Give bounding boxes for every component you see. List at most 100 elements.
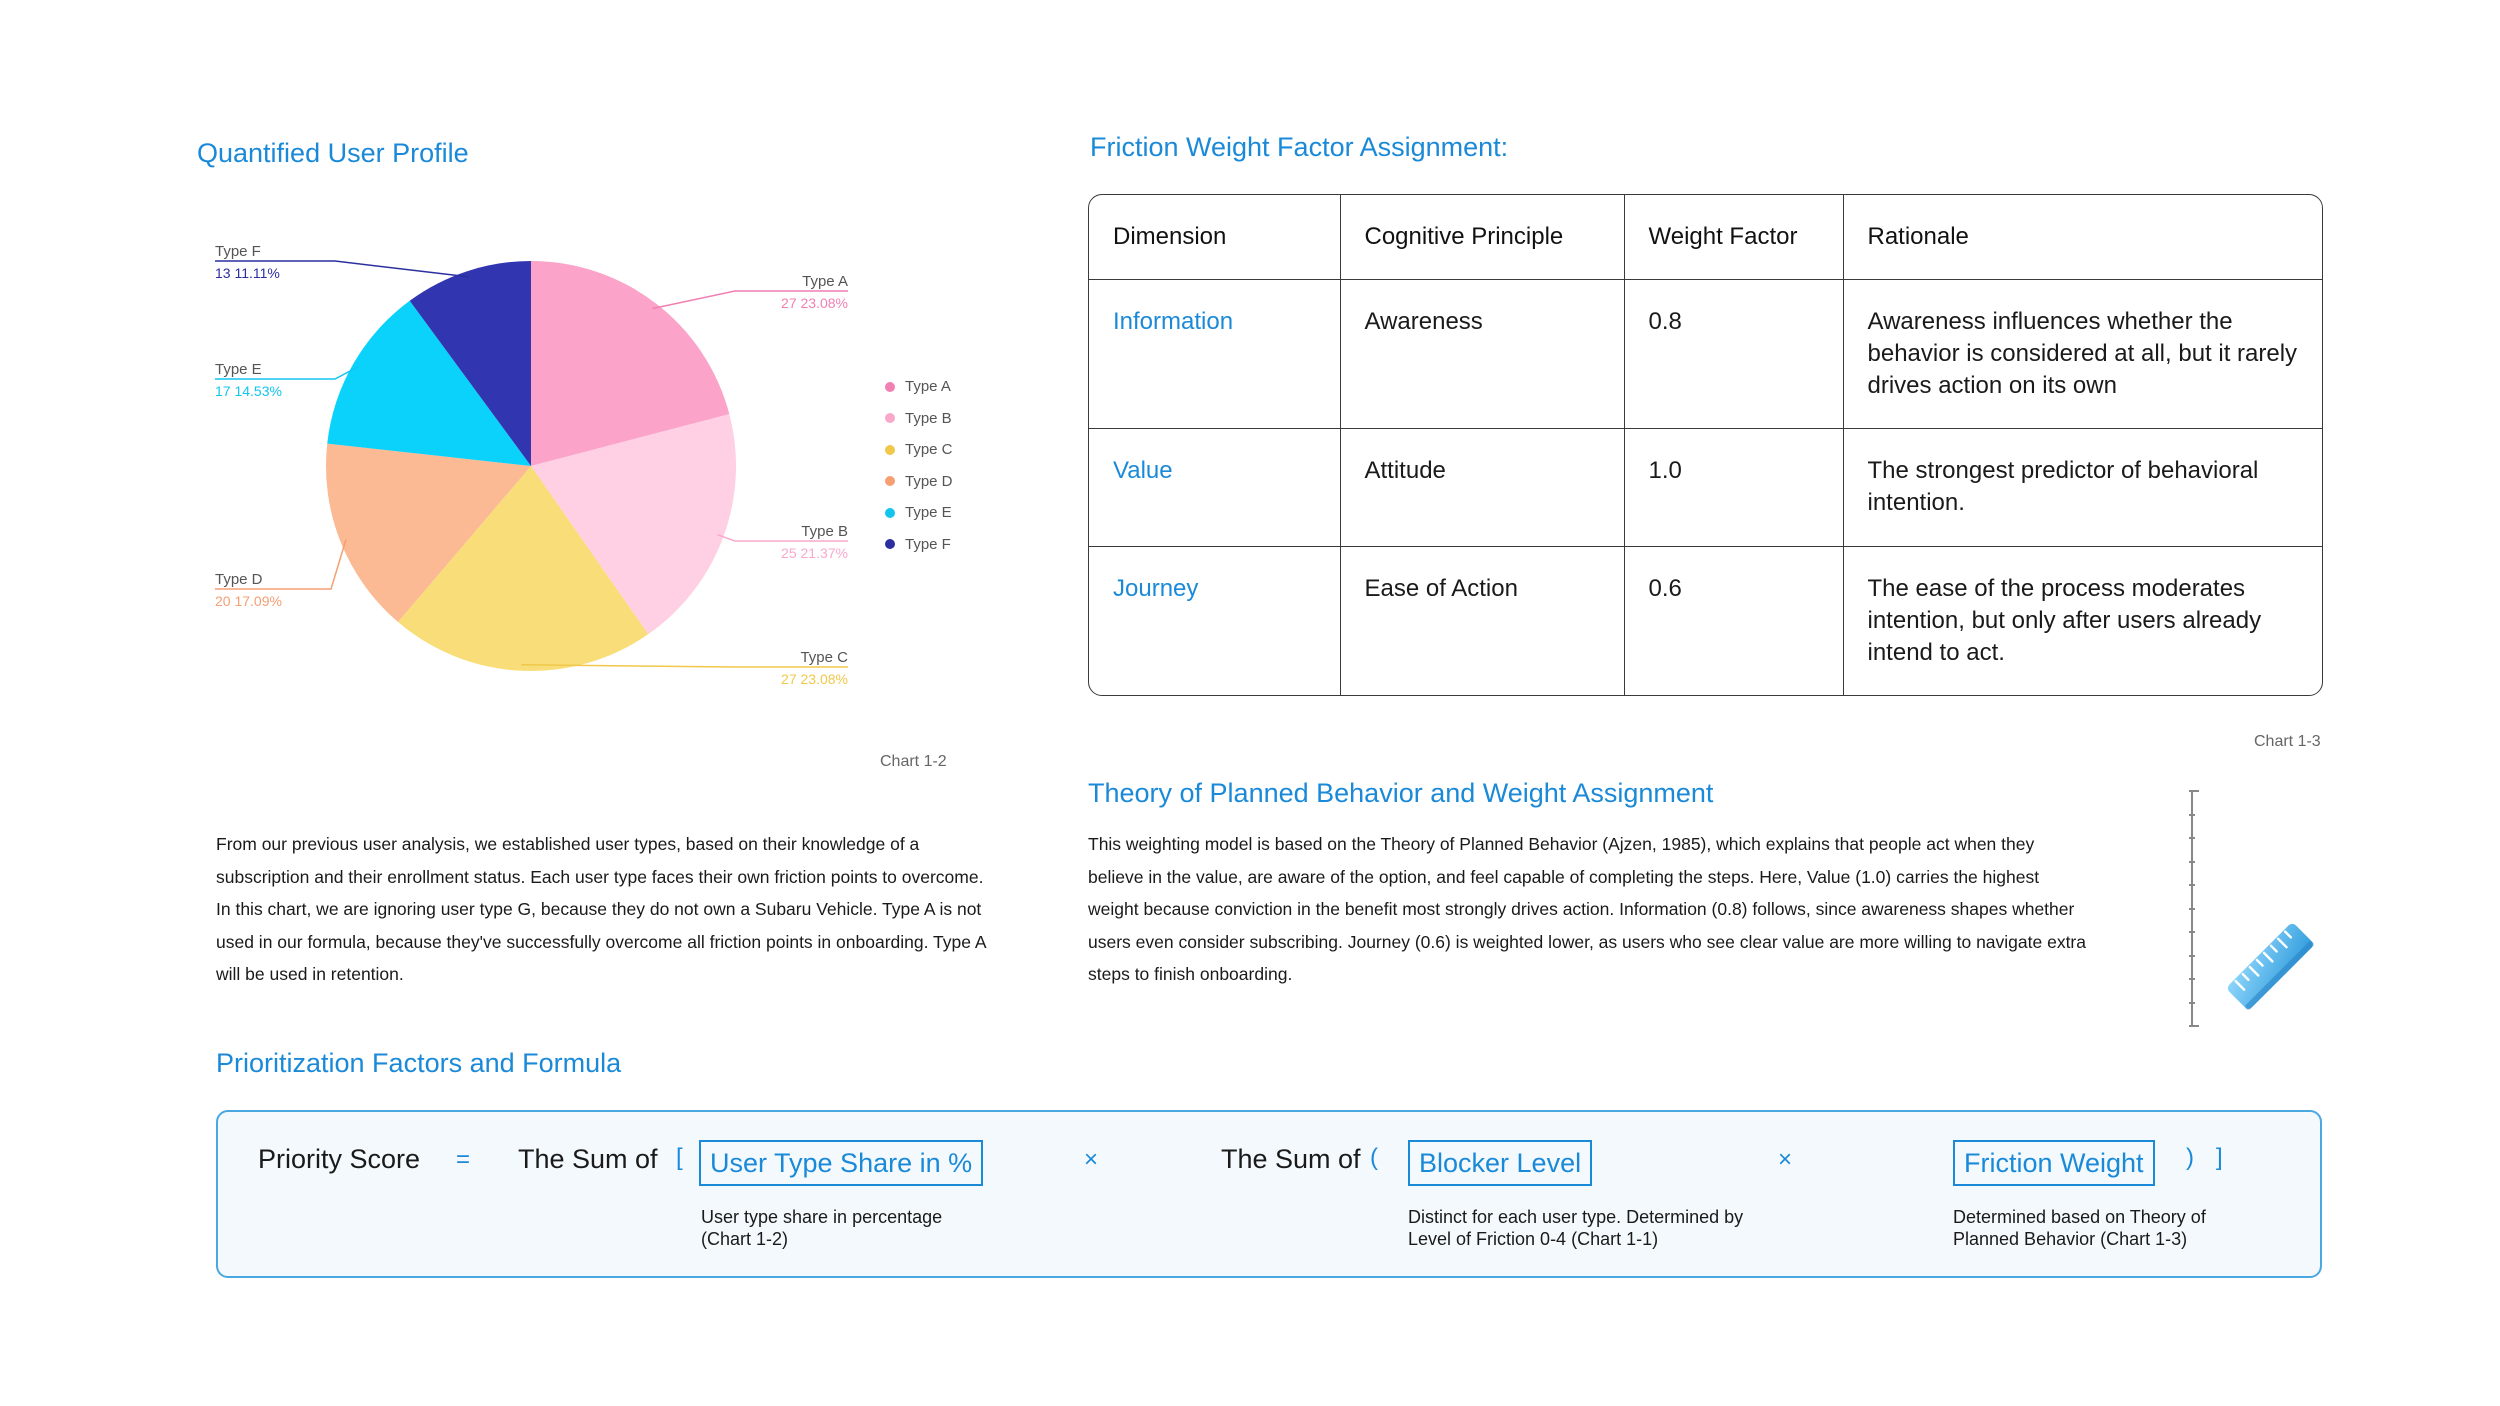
pie-slice-type-e [327,300,531,466]
ruler-tick [2189,1025,2199,1027]
callout-label-type-c: Type C [800,649,848,666]
dimension-cell: Journey [1089,546,1341,695]
blocker-level-note: Distinct for each user type. Determined … [1408,1207,1744,1249]
legend-item-type-e: Type E [885,504,952,521]
callout-label-type-e: Type E [215,361,262,378]
callout-line-type-b [717,534,848,542]
header-weight-factor: Weight Factor [1624,195,1844,280]
legend-swatch [885,413,895,423]
table-row: Journey Ease of Action 0.6 The ease of t… [1089,546,2322,695]
legend-item-type-a: Type A [885,378,951,395]
legend-swatch [885,539,895,549]
callout-label-type-d: Type D [215,571,263,588]
ruler-icon [2227,923,2314,1010]
callout-label-type-a: Type A [802,273,848,290]
close-paren: ) [2186,1144,2194,1171]
ruler-tick [2189,860,2195,863]
principle-cell: Ease of Action [1340,546,1625,695]
formula-box: Priority Score = The Sum of [ User Type … [216,1110,2322,1278]
legend-swatch [885,381,895,392]
weight-cell: 0.6 [1624,546,1844,695]
header-cognitive-principle: Cognitive Principle [1340,195,1625,280]
user-type-share-term: User Type Share in % [699,1140,984,1186]
header-dimension: Dimension [1089,195,1341,280]
chart-caption-1-2: Chart 1-2 [880,753,947,770]
callout-value-type-a: 27 23.08% [781,295,848,311]
pie-slice-type-c [397,466,649,671]
ruler-tick [2189,931,2195,933]
multiply-sign-2: × [1778,1146,1793,1173]
ruler-tick [2189,813,2195,816]
legend-swatch [885,444,895,455]
ruler-tick [2189,978,2195,980]
pie-slice-type-a [531,261,730,466]
ruler-tick [2189,837,2195,839]
header-rationale: Rationale [1843,195,2322,280]
friction-weight-note: Determined based on Theory of Planned Be… [1953,1207,2206,1249]
profile-paragraph: From our previous user analysis, we esta… [216,834,986,984]
principle-cell: Attitude [1340,428,1625,547]
legend-label: Type D [905,472,953,490]
pie-slice-type-f [409,261,531,466]
chart-caption-1-3: Chart 1-3 [2254,733,2321,750]
callout-value-type-d: 20 17.09% [215,593,282,609]
ruler-tick [2189,954,2195,957]
ruler-tick [2189,907,2195,910]
theory-title: Theory of Planned Behavior and Weight As… [1088,778,1714,808]
ruler-tick [2189,790,2199,792]
open-bracket: [ [676,1144,683,1171]
equals-sign: = [456,1146,471,1173]
legend-label: Type B [905,409,952,427]
callout-line-type-a [652,290,848,310]
weight-cell: 0.8 [1624,279,1844,429]
legend-label: Type A [905,378,951,395]
legend-item-type-f: Type F [885,536,951,553]
legend-label: Type F [905,535,951,553]
user-type-share-note: User type share in percentage (Chart 1-2… [701,1207,943,1249]
callout-value-type-f: 13 11.11% [215,265,280,281]
principle-cell: Awareness [1340,279,1625,429]
callout-line-type-c [521,664,848,668]
friction-table: Dimension Cognitive Principle Weight Fac… [1088,194,2323,696]
legend-item-type-b: Type B [885,410,952,427]
formula-title: Prioritization Factors and Formula [216,1048,622,1078]
legend-swatch [885,476,895,486]
table-row: Value Attitude 1.0 The strongest predict… [1089,428,2322,547]
dimension-cell: Value [1089,428,1341,547]
callout-value-type-c: 27 23.08% [781,671,848,687]
rationale-cell: The ease of the process moderates intent… [1867,574,2262,666]
callout-line-type-f [215,260,470,278]
callout-line-type-d [215,539,347,590]
dimension-cell: Information [1089,279,1341,429]
callout-value-type-b: 25 21.37% [781,545,848,561]
table-header-row: Dimension Cognitive Principle Weight Fac… [1089,195,2322,280]
priority-score-label: Priority Score [258,1144,421,1174]
profile-title: Quantified User Profile [197,138,469,168]
pie-slice-type-b [531,414,736,635]
callout-label-type-b: Type B [801,523,848,540]
multiply-sign-1: × [1084,1146,1099,1173]
theory-paragraph: This weighting model is based on the The… [1088,834,2086,984]
close-bracket: ] [2216,1144,2223,1171]
blocker-level-term: Blocker Level [1408,1140,1593,1186]
sum-of-label-2: The Sum of [1221,1144,1361,1174]
friction-title: Friction Weight Factor Assignment: [1090,132,1509,162]
legend-swatch [885,507,895,518]
legend-label: Type E [905,504,952,521]
pie-slice-type-d [326,443,531,622]
legend-label: Type C [905,441,953,458]
ruler-tick [2189,1001,2195,1004]
table-row: Information Awareness 0.8 Awareness infl… [1089,279,2322,429]
callout-value-type-e: 17 14.53% [215,383,282,399]
legend-item-type-c: Type C [885,441,953,458]
callout-label-type-f: Type F [215,243,261,260]
sum-of-label-1: The Sum of [518,1144,658,1174]
weight-cell: 1.0 [1624,428,1844,547]
rationale-cell: Awareness influences whether the behavio… [1843,279,2322,429]
open-paren: ( [1370,1144,1378,1171]
friction-weight-term: Friction Weight [1953,1140,2155,1186]
rationale-cell: The strongest predictor of behavioral in… [1843,428,2322,547]
callout-line-type-e [215,365,360,380]
ruler-tick [2189,884,2195,886]
pie-chart: Type A 27 23.08% Type B 25 21.37% Type C 27 2… [215,243,848,687]
